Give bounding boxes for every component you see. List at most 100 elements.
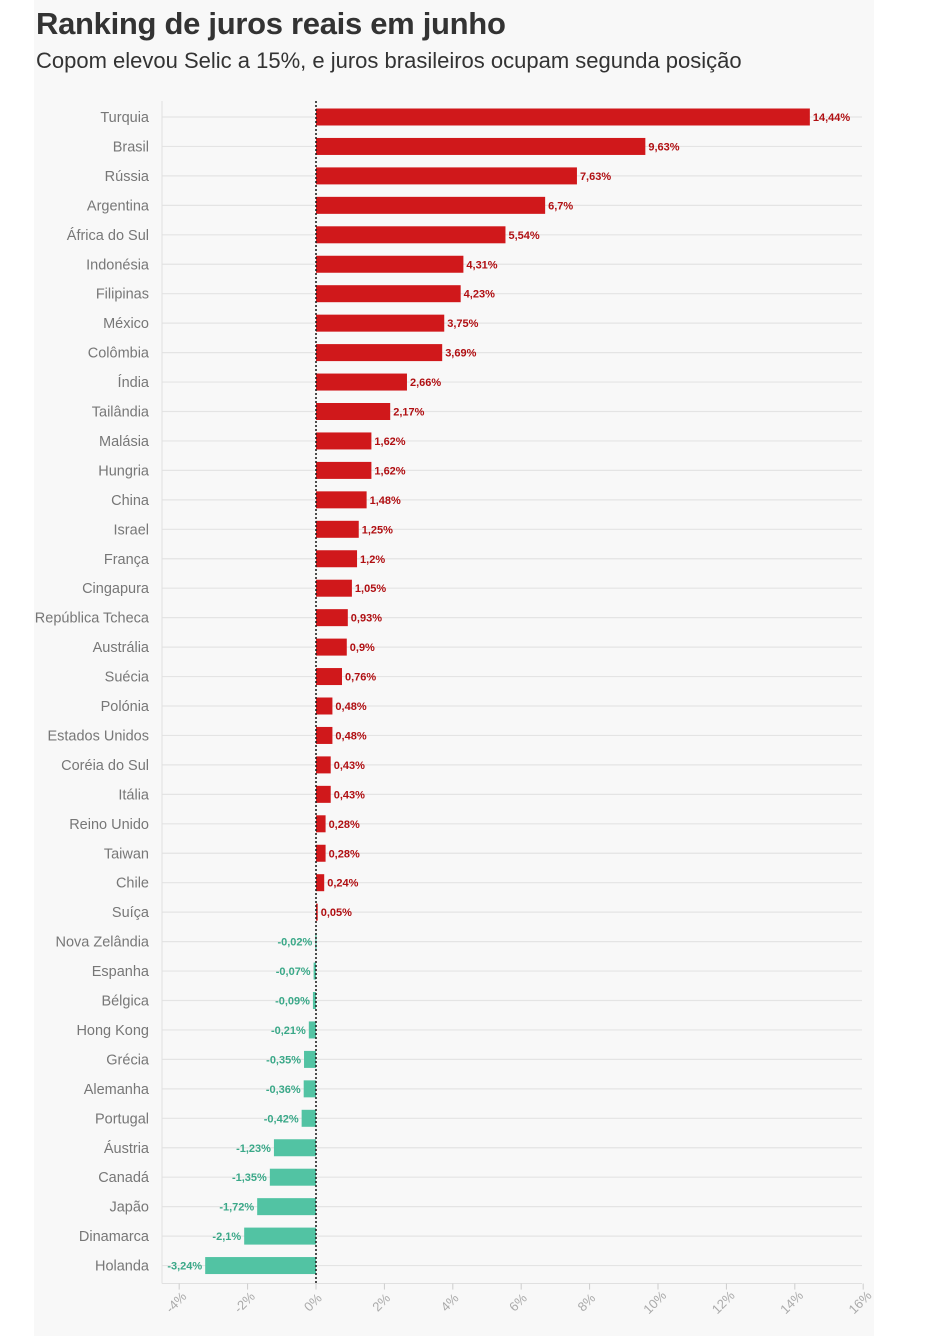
x-tick-label: 4%	[438, 1290, 462, 1314]
value-label: 0,9%	[350, 642, 375, 654]
category-label: Alemanha	[84, 1082, 150, 1098]
value-label: 4,23%	[464, 289, 495, 301]
bar	[312, 992, 316, 1009]
value-label: -0,09%	[275, 996, 310, 1008]
x-tick-label: -2%	[231, 1289, 258, 1316]
bar	[316, 108, 810, 126]
value-label: 7,63%	[580, 171, 611, 183]
bar	[316, 579, 352, 597]
bar	[316, 609, 348, 627]
category-label: Polónia	[101, 699, 150, 715]
value-label: -0,35%	[266, 1054, 301, 1066]
value-label: 9,63%	[648, 141, 679, 153]
category-label: Austrália	[93, 640, 150, 656]
category-label: México	[103, 316, 149, 332]
value-label: 1,25%	[362, 524, 393, 536]
bar	[316, 520, 359, 538]
bar	[273, 1139, 316, 1157]
value-label: -0,02%	[277, 937, 312, 949]
bar	[316, 255, 464, 273]
value-label: 1,2%	[360, 554, 385, 566]
x-tick-label: 14%	[777, 1288, 806, 1317]
category-label: Portugal	[95, 1111, 149, 1127]
bar	[316, 844, 326, 862]
bar	[316, 432, 372, 450]
value-label: 3,75%	[447, 318, 478, 330]
bar	[316, 285, 461, 303]
bar	[316, 638, 347, 656]
bar	[316, 226, 506, 244]
value-label: 6,7%	[548, 200, 573, 212]
bar	[316, 314, 445, 332]
value-label: 1,62%	[374, 436, 405, 448]
value-label: -1,23%	[236, 1143, 271, 1155]
bar	[304, 1050, 316, 1068]
value-label: 1,48%	[370, 495, 401, 507]
value-label: -1,72%	[219, 1202, 254, 1214]
bar	[316, 726, 333, 744]
category-label: Brasil	[113, 139, 149, 155]
category-label: Japão	[109, 1200, 149, 1216]
value-label: 2,17%	[393, 407, 424, 419]
bar	[316, 167, 577, 185]
value-label: 1,62%	[374, 465, 405, 477]
category-label: Espanha	[92, 964, 150, 980]
x-tick-label: 16%	[846, 1288, 875, 1317]
value-label: 2,66%	[410, 377, 441, 389]
x-tick-label: 2%	[369, 1290, 393, 1314]
category-label: Reino Unido	[69, 817, 149, 833]
value-label: 0,05%	[321, 907, 352, 919]
category-label: África do Sul	[67, 227, 149, 244]
value-label: -0,42%	[264, 1113, 299, 1125]
category-label: Tailândia	[92, 405, 150, 421]
value-label: 14,44%	[813, 112, 851, 124]
x-tick-label: 6%	[506, 1290, 530, 1314]
category-label: Filipinas	[96, 287, 149, 303]
category-label: Hong Kong	[76, 1023, 149, 1039]
category-label: Rússia	[105, 169, 150, 185]
category-label: Argentina	[87, 198, 150, 214]
value-label: -3,24%	[167, 1261, 202, 1273]
bar	[316, 815, 326, 833]
bar	[316, 550, 358, 568]
value-label: 5,54%	[508, 230, 539, 242]
bar	[316, 344, 443, 362]
category-label: Bélgica	[101, 994, 149, 1010]
category-label: Suíça	[112, 905, 150, 921]
value-label: 0,43%	[334, 760, 365, 772]
bar	[205, 1257, 316, 1275]
value-label: 3,69%	[445, 348, 476, 360]
category-label: Suécia	[105, 670, 150, 686]
category-label: Índia	[118, 374, 150, 391]
chart-title: Ranking de juros reais em junho	[36, 6, 506, 41]
bar	[313, 962, 316, 980]
bar	[316, 668, 342, 686]
bar	[308, 1021, 316, 1039]
bar	[316, 756, 331, 774]
category-label: Itália	[118, 787, 150, 803]
category-label: Israel	[114, 522, 149, 538]
category-label: França	[104, 552, 150, 568]
value-label: 0,43%	[334, 789, 365, 801]
category-label: Holanda	[95, 1259, 150, 1275]
x-tick-label: 8%	[574, 1290, 598, 1314]
category-label: Indonésia	[86, 257, 150, 273]
category-label: Grécia	[106, 1052, 150, 1068]
x-tick-label: 12%	[709, 1288, 738, 1317]
value-label: -1,35%	[232, 1172, 267, 1184]
value-label: -0,21%	[271, 1025, 306, 1037]
category-label: China	[111, 493, 150, 509]
category-label: Coréia do Sul	[61, 758, 149, 774]
bar	[269, 1168, 316, 1186]
chart-background	[34, 0, 874, 1336]
bar	[316, 373, 407, 391]
value-label: -2,1%	[212, 1231, 241, 1243]
value-label: -0,36%	[266, 1084, 301, 1096]
category-label: Dinamarca	[79, 1229, 150, 1245]
bar	[316, 196, 546, 214]
category-label: Cingapura	[82, 581, 150, 597]
category-label: Áustria	[104, 1140, 150, 1157]
bar	[316, 697, 333, 715]
category-label: Turquia	[100, 110, 150, 126]
category-label: Malásia	[99, 434, 150, 450]
